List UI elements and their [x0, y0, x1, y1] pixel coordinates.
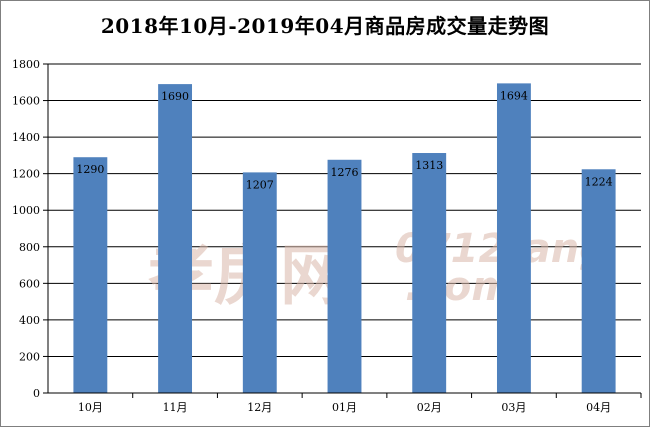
axes: 0 200 400 600 800 1000 1200 1400 1600 1800 10月 11月 1…: [12, 58, 642, 414]
y-tick-label: 1000: [12, 204, 40, 217]
bar: [327, 159, 362, 393]
x-tick-label: 03月: [501, 401, 526, 414]
y-tick-label: 0: [33, 387, 40, 400]
chart-title: 2018年10月-2019年04月商品房成交量走势图: [100, 14, 550, 38]
y-tick-label: 1800: [12, 58, 40, 71]
y-tick-label: 400: [19, 314, 40, 327]
bar: [158, 84, 193, 393]
bar: [73, 157, 108, 393]
data-label: 1224: [585, 175, 613, 188]
y-tick-label: 1400: [12, 131, 40, 144]
data-label: 1694: [500, 89, 528, 102]
x-tick-label: 11月: [163, 401, 188, 414]
y-tick-label: 1200: [12, 168, 40, 181]
y-tick-label: 1600: [12, 95, 40, 108]
x-tick-label: 04月: [586, 401, 611, 414]
x-tick-label: 01月: [332, 401, 357, 414]
x-tick-label: 10月: [78, 401, 103, 414]
x-tick-label: 12月: [247, 401, 272, 414]
data-label: 1313: [415, 159, 443, 172]
bar: [496, 83, 531, 393]
watermark: 孝房网 0712fang .com: [148, 226, 608, 314]
data-label: 1207: [246, 178, 274, 191]
bars: 1290 1690 1207 1276 1313 1694 1224: [73, 83, 616, 393]
x-tick-label: 02月: [417, 401, 442, 414]
y-tick-label: 600: [19, 277, 40, 290]
data-label: 1690: [161, 90, 189, 103]
data-label: 1290: [76, 163, 104, 176]
bar: [412, 153, 447, 393]
y-tick-label: 800: [19, 241, 40, 254]
bar: [581, 169, 616, 393]
data-label: 1276: [331, 166, 359, 179]
y-tick-label: 200: [19, 350, 40, 363]
bar: [242, 172, 277, 393]
